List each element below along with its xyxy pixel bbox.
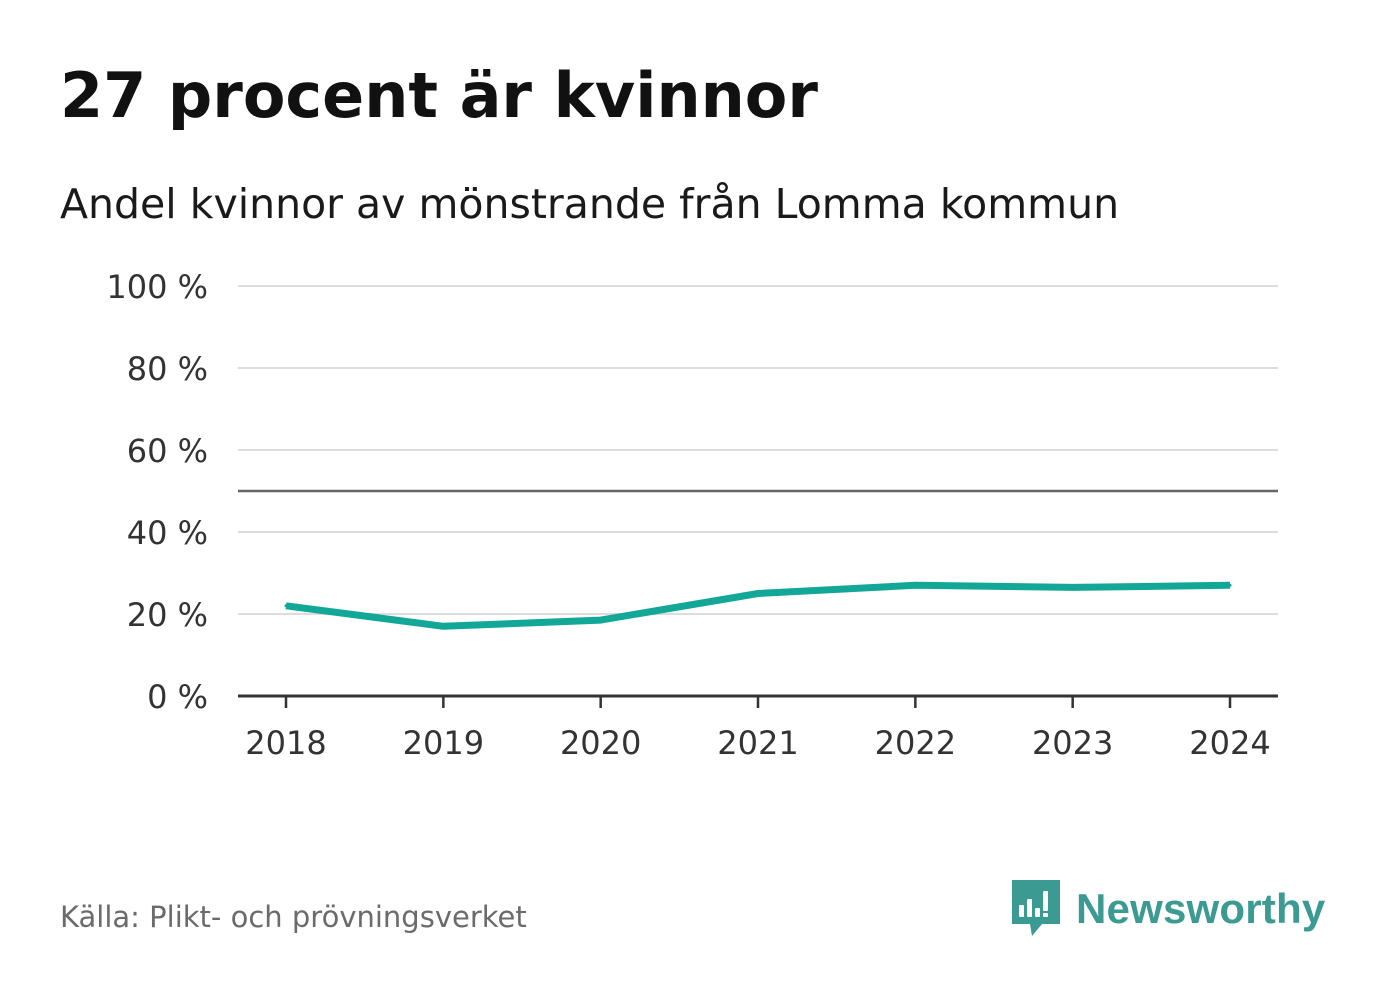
bar-chart-speech-bubble-icon xyxy=(1012,880,1060,936)
data-point-2021 xyxy=(756,592,760,595)
chart-title: 27 procent är kvinnor xyxy=(60,59,818,132)
gridlines xyxy=(238,285,1278,615)
brand-logo: Newsworthy xyxy=(1010,878,1325,940)
x-tick-label: 2018 xyxy=(245,724,326,762)
y-tick-label: 80 % xyxy=(127,350,208,388)
y-tick-label: 40 % xyxy=(127,514,208,552)
data-point-2023 xyxy=(1071,585,1075,589)
y-tick-label: 0 % xyxy=(147,678,208,716)
y-tick-label: 60 % xyxy=(127,432,208,470)
series-group xyxy=(284,581,1232,630)
x-axis-labels: 2018 2019 2020 2021 2022 2023 2024 xyxy=(245,724,1270,762)
x-axis xyxy=(238,694,1278,708)
data-point-2022 xyxy=(913,583,917,587)
x-tick-label: 2021 xyxy=(717,724,798,762)
x-tick-label: 2022 xyxy=(875,724,956,762)
x-tick-label: 2024 xyxy=(1189,724,1270,762)
data-point-2020 xyxy=(599,618,603,622)
y-axis-labels: 0 % 20 % 40 % 60 % 80 % 100 % xyxy=(106,268,208,716)
brand-name: Newsworthy xyxy=(1076,885,1326,932)
data-point-2024 xyxy=(1228,583,1232,587)
source-note: Källa: Plikt- och prövningsverket xyxy=(60,900,527,934)
chart-subtitle: Andel kvinnor av mönstrande från Lomma k… xyxy=(60,180,1120,228)
x-tick-label: 2019 xyxy=(403,724,484,762)
data-point-2018 xyxy=(284,604,288,608)
y-tick-label: 20 % xyxy=(127,596,208,634)
x-tick-label: 2023 xyxy=(1032,724,1113,762)
y-tick-label: 100 % xyxy=(106,268,208,306)
x-tick-label: 2020 xyxy=(560,724,641,762)
data-point-2019 xyxy=(441,624,445,628)
series-line-0 xyxy=(285,581,1231,630)
